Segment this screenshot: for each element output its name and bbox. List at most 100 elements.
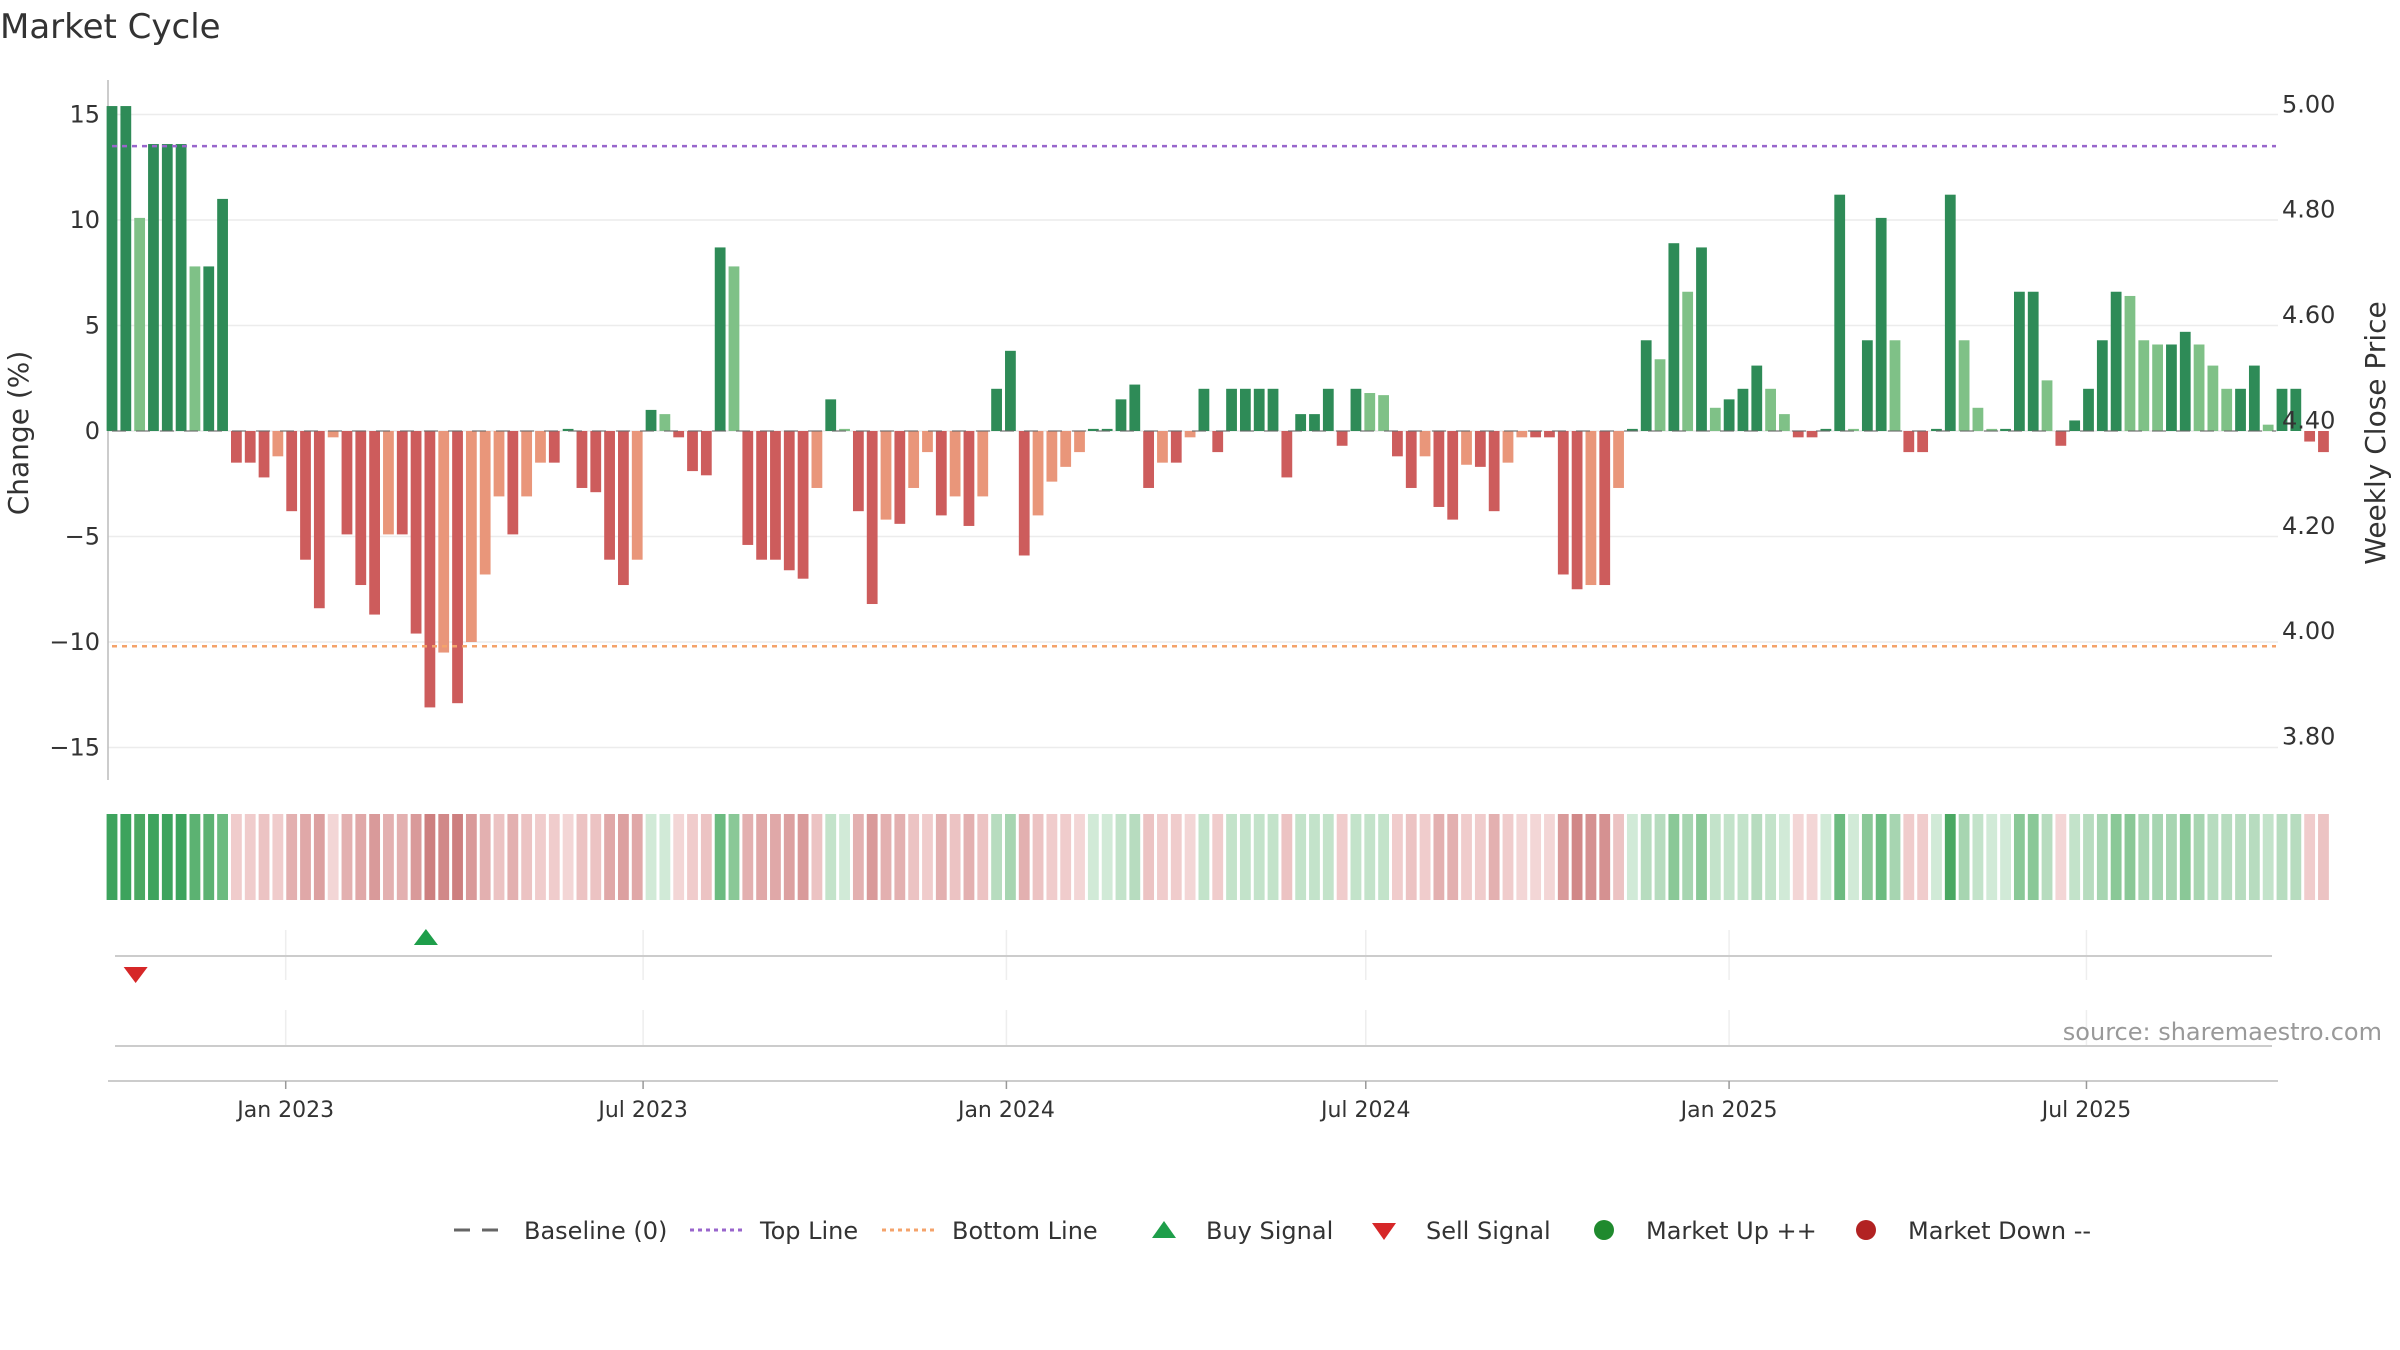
change-bar <box>2000 428 2011 431</box>
change-bar <box>1336 431 1348 446</box>
change-bar <box>590 431 602 493</box>
change-bar <box>866 431 878 605</box>
change-bar <box>1972 407 1984 431</box>
left-tick-label: 10 <box>69 206 100 234</box>
cycle-strip-cell <box>1696 814 1707 900</box>
legend-swatch <box>1372 1223 1396 1240</box>
left-tick-label: 5 <box>85 312 100 340</box>
legend-swatch <box>1856 1220 1876 1240</box>
cycle-strip-cell <box>1737 814 1749 900</box>
change-bar <box>963 431 975 526</box>
cycle-strip-cell <box>300 814 311 900</box>
cycle-strip-cell <box>1972 814 1984 900</box>
cycle-strip-cell <box>1488 814 1500 900</box>
change-bar <box>2290 388 2302 431</box>
change-bar <box>479 431 491 575</box>
cycle-strip-cell <box>2221 814 2233 900</box>
change-bar <box>424 431 436 708</box>
legend-swatch <box>1152 1221 1176 1238</box>
change-bar <box>1046 431 1058 482</box>
change-bar <box>1447 431 1459 520</box>
change-bar <box>313 431 325 609</box>
change-bar <box>507 431 519 535</box>
change-bar <box>1723 399 1735 431</box>
cycle-strip-cell <box>852 814 864 900</box>
cycle-strip-cell <box>963 814 975 900</box>
cycle-strip-cell <box>742 814 754 900</box>
cycle-strip-cell <box>2000 814 2011 900</box>
change-bar <box>2318 431 2329 453</box>
legend-item: Bottom Line <box>882 1217 1098 1245</box>
change-bar <box>922 431 933 453</box>
change-bar <box>120 106 132 431</box>
change-bar <box>1322 388 1334 431</box>
change-bar <box>1143 431 1155 488</box>
x-tick-label: Jan 2025 <box>1679 1098 1778 1123</box>
change-bar <box>1889 340 1901 431</box>
change-bar <box>2138 340 2150 431</box>
change-bar <box>1267 388 1279 431</box>
cycle-strip-cell <box>1640 814 1652 900</box>
right-tick-label: 3.80 <box>2282 723 2335 751</box>
cycle-strip-cell <box>590 814 602 900</box>
change-bar <box>783 431 795 571</box>
cycle-strip-cell <box>217 814 228 900</box>
change-bar <box>1682 291 1694 431</box>
cycle-strip-cell <box>2096 814 2108 900</box>
cycle-strip-cell <box>1253 814 1265 900</box>
right-y-ticks: 5.00 4.80 4.60 4.40 4.20 4.00 3.80 <box>2282 90 2335 750</box>
change-bar <box>1074 431 1085 453</box>
cycle-strip-cell <box>341 814 353 900</box>
change-bar <box>1433 431 1445 507</box>
change-bar <box>1198 388 1210 431</box>
change-bar <box>1502 431 1514 463</box>
cycle-strip-cell <box>880 814 892 900</box>
change-bar <box>1848 428 1859 431</box>
legend-item: Market Down -- <box>1856 1217 2091 1245</box>
cycle-strip-cell <box>452 814 463 900</box>
change-bar <box>852 431 864 512</box>
cycle-strip-cell <box>770 814 781 900</box>
change-bar <box>2207 365 2219 431</box>
change-bar <box>2069 420 2081 431</box>
cycle-strip-cell <box>1226 814 1237 900</box>
change-bar <box>106 106 118 431</box>
cycle-strip-cell <box>1115 814 1127 900</box>
change-bar <box>161 144 173 432</box>
legend-item: Sell Signal <box>1372 1217 1551 1245</box>
y-axis-right-title: Weekly Close Price <box>2359 301 2392 564</box>
cycle-strip-cell <box>2041 814 2053 900</box>
change-bar <box>1461 431 1472 465</box>
cycle-strip <box>106 814 2329 900</box>
change-bar <box>465 431 477 642</box>
cycle-strip-cell <box>1779 814 1790 900</box>
change-bar <box>1654 359 1666 431</box>
cycle-strip-cell <box>369 814 381 900</box>
cycle-strip-cell <box>1087 814 1099 900</box>
legend-label: Market Down -- <box>1908 1217 2091 1245</box>
change-bar <box>148 144 159 432</box>
cycle-strip-cell <box>894 814 906 900</box>
change-bar <box>1765 388 1776 431</box>
cycle-strip-cell <box>1461 814 1472 900</box>
change-bar <box>2193 344 2205 431</box>
cycle-strip-cell <box>604 814 615 900</box>
change-bar <box>1820 428 1832 431</box>
change-bar <box>618 431 629 586</box>
x-tick-label: Jul 2025 <box>2040 1098 2132 1123</box>
cycle-strip-cell <box>1405 814 1417 900</box>
change-bar <box>687 431 698 472</box>
change-bar <box>203 266 215 431</box>
cycle-strip-cell <box>2166 814 2177 900</box>
change-bar <box>673 431 685 438</box>
cycle-strip-cell <box>2069 814 2081 900</box>
cycle-strip-cell <box>687 814 698 900</box>
cycle-strip-cell <box>797 814 809 900</box>
cycle-strip-cell <box>479 814 491 900</box>
cycle-strip-cell <box>1571 814 1583 900</box>
cycle-strip-cell <box>562 814 574 900</box>
cycle-strip-cell <box>1129 814 1141 900</box>
cycle-strip-cell <box>1060 814 1072 900</box>
cycle-strip-cell <box>1032 814 1044 900</box>
